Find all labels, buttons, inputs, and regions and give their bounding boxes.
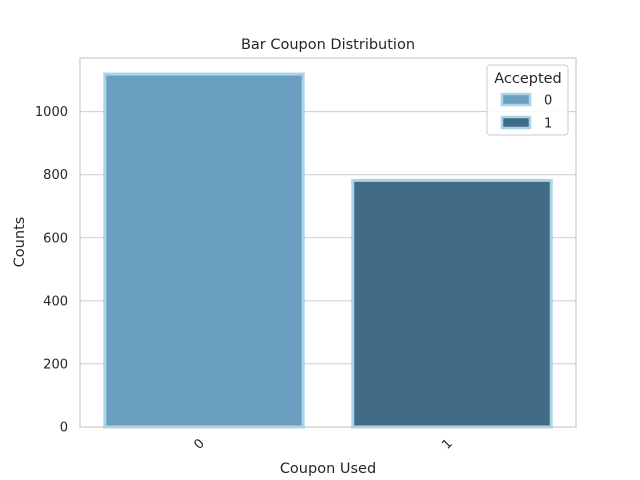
bars bbox=[103, 72, 553, 429]
legend-title: Accepted bbox=[494, 71, 562, 87]
bar-accepted-1 bbox=[351, 178, 553, 429]
plot-frame bbox=[79, 57, 577, 428]
legend-swatch-1 bbox=[500, 115, 532, 130]
legend-swatch-0 bbox=[500, 92, 532, 107]
legend: Accepted 0 1 bbox=[486, 64, 569, 136]
y-tick-label: 600 bbox=[43, 231, 68, 246]
y-tick-label: 0 bbox=[60, 421, 68, 436]
x-tick-label: 1 bbox=[439, 436, 455, 452]
chart-title: Bar Coupon Distribution bbox=[241, 37, 415, 53]
y-tick-label: 200 bbox=[43, 357, 68, 372]
x-tick-label: 0 bbox=[191, 436, 207, 452]
y-tick-label: 1000 bbox=[35, 105, 68, 120]
y-axis-label: Counts bbox=[12, 217, 28, 268]
y-tick-label: 800 bbox=[43, 168, 68, 183]
legend-label: 0 bbox=[544, 94, 552, 109]
bar-accepted-0 bbox=[103, 72, 305, 429]
x-axis-label: Coupon Used bbox=[280, 461, 376, 477]
y-tick-labels: 0 200 400 600 800 1000 bbox=[35, 105, 68, 435]
legend-label: 1 bbox=[544, 117, 552, 132]
y-tick-label: 400 bbox=[43, 294, 68, 309]
